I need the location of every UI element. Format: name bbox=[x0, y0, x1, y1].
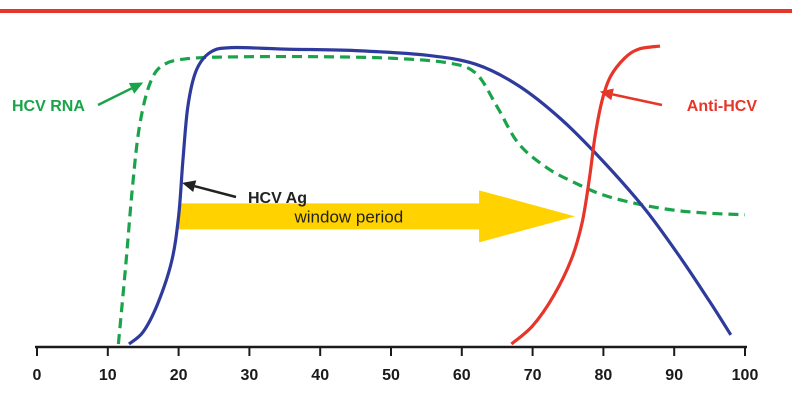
anti-hcv-arrowhead bbox=[599, 88, 614, 101]
x-tick-label: 10 bbox=[99, 367, 117, 384]
hcv-ag-arrow bbox=[194, 184, 237, 199]
x-tick-label: 40 bbox=[311, 367, 329, 384]
anti-hcv-arrow bbox=[612, 93, 663, 107]
window-period-label: window period bbox=[293, 207, 403, 226]
x-tick-label: 20 bbox=[170, 367, 188, 384]
hcv-ag-arrowhead bbox=[182, 180, 197, 192]
anti-hcv-annotation: Anti-HCV bbox=[599, 88, 758, 115]
x-tick-label: 50 bbox=[382, 367, 400, 384]
x-tick-label: 90 bbox=[665, 367, 683, 384]
x-tick-label: 70 bbox=[524, 367, 542, 384]
x-axis: 0 10 20 30 40 50 60 70 80 90 100 bbox=[33, 345, 759, 384]
series-hcv-rna-line bbox=[116, 54, 746, 345]
series-hcv-ag-line bbox=[127, 45, 733, 346]
series-layer bbox=[116, 44, 746, 346]
x-tick-label: 30 bbox=[241, 367, 259, 384]
x-tick-label: 0 bbox=[33, 367, 42, 384]
window-period-arrow: window period bbox=[178, 190, 576, 243]
x-tick-label: 80 bbox=[595, 367, 613, 384]
series-anti-hcv-line bbox=[510, 44, 661, 346]
x-tick-label: 60 bbox=[453, 367, 471, 384]
hcv-ag-annotation: HCV Ag bbox=[182, 180, 307, 207]
hcv-rna-arrowhead bbox=[128, 82, 144, 94]
x-tick-label: 100 bbox=[732, 367, 759, 384]
anti-hcv-label: Anti-HCV bbox=[687, 98, 758, 115]
hcv-rna-arrow bbox=[97, 87, 133, 107]
hcv-rna-annotation: HCV RNA bbox=[12, 82, 144, 115]
hcv-ag-label: HCV Ag bbox=[248, 190, 307, 207]
hcv-rna-label: HCV RNA bbox=[12, 98, 85, 115]
